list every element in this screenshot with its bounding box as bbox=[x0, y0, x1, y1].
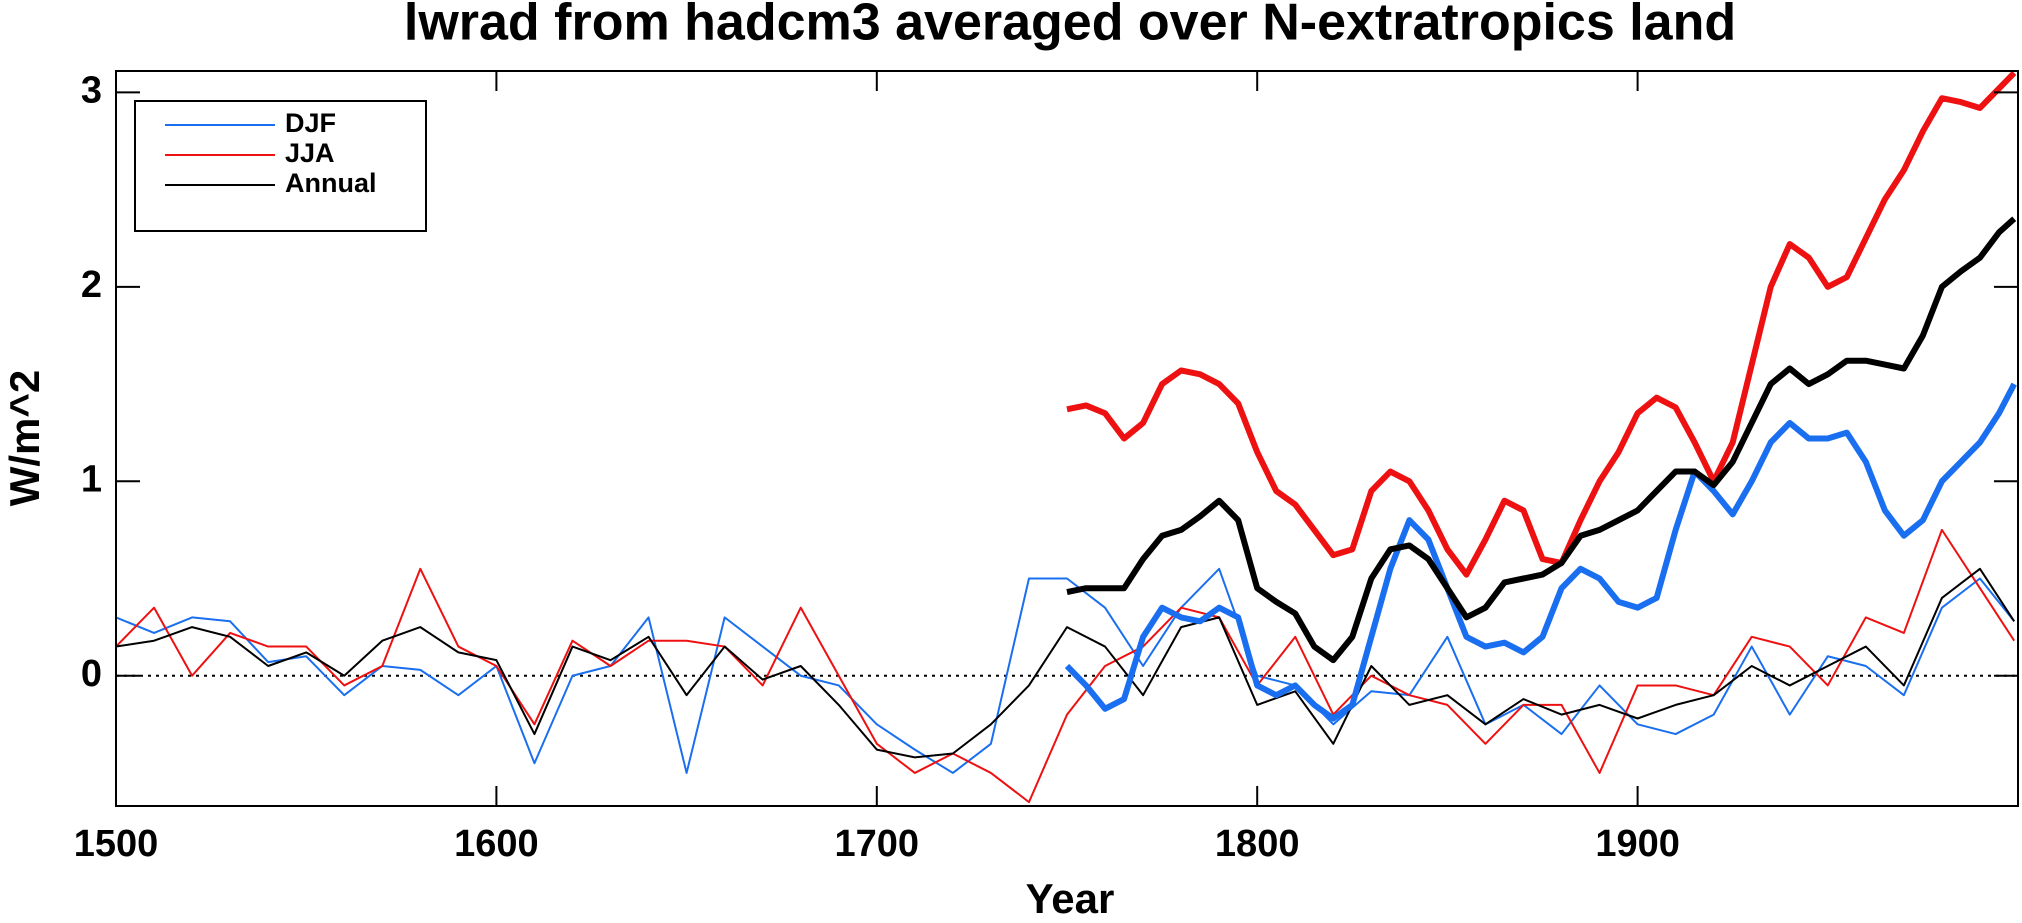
series-line bbox=[116, 528, 2016, 804]
x-tick-label: 1700 bbox=[835, 823, 920, 865]
legend-label: JJA bbox=[285, 138, 335, 168]
x-tick-label: 1500 bbox=[74, 823, 159, 865]
x-tick-label: 1600 bbox=[454, 823, 539, 865]
plot-frame bbox=[115, 70, 2019, 807]
series-line bbox=[1064, 382, 2017, 722]
y-tick-label: 3 bbox=[81, 69, 102, 111]
x-axis-label: Year bbox=[1026, 875, 1115, 922]
y-tick-label: 0 bbox=[81, 653, 102, 695]
y-tick-label: 2 bbox=[81, 264, 102, 306]
series-line bbox=[116, 567, 2016, 759]
x-tick-label: 1800 bbox=[1215, 823, 1300, 865]
series-line bbox=[1066, 216, 2017, 664]
y-tick-label: 1 bbox=[81, 458, 102, 500]
series-line bbox=[116, 567, 2015, 774]
chart-title: lwrad from hadcm3 averaged over N-extrat… bbox=[404, 0, 1736, 52]
legend-box bbox=[134, 100, 427, 232]
series-line bbox=[1066, 71, 2017, 578]
x-tick-label: 1900 bbox=[1595, 823, 1680, 865]
legend-label: DJF bbox=[285, 108, 336, 138]
legend-label: Annual bbox=[285, 168, 377, 198]
y-axis-label: W/m^2 bbox=[1, 370, 48, 507]
